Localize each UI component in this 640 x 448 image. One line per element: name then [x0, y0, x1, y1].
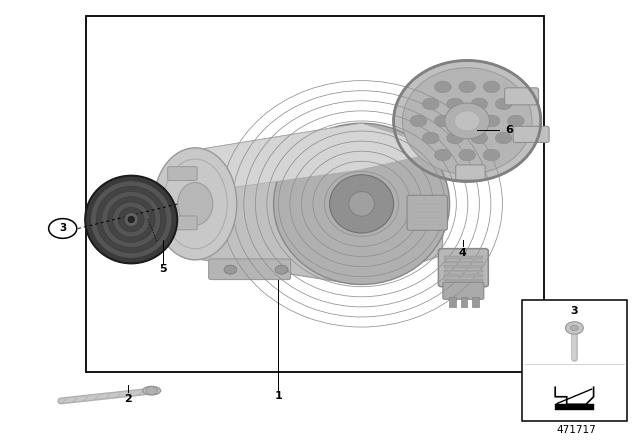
Ellipse shape — [118, 207, 144, 232]
Ellipse shape — [394, 60, 541, 181]
FancyBboxPatch shape — [456, 165, 485, 180]
Bar — [555, 405, 593, 410]
Circle shape — [435, 81, 451, 93]
Bar — [444, 265, 483, 268]
Circle shape — [495, 98, 512, 110]
Bar — [449, 297, 456, 307]
Circle shape — [435, 149, 451, 161]
Bar — [444, 261, 483, 263]
Text: 3: 3 — [59, 224, 67, 233]
Circle shape — [275, 265, 288, 274]
Circle shape — [422, 132, 439, 144]
Circle shape — [224, 265, 237, 274]
Ellipse shape — [108, 197, 155, 242]
Circle shape — [571, 325, 579, 331]
Bar — [444, 279, 483, 281]
FancyBboxPatch shape — [443, 282, 484, 299]
Circle shape — [471, 132, 488, 144]
Ellipse shape — [113, 202, 150, 237]
Circle shape — [483, 81, 500, 93]
Bar — [86, 16, 544, 372]
Circle shape — [435, 115, 451, 127]
FancyBboxPatch shape — [168, 216, 197, 230]
FancyBboxPatch shape — [513, 126, 549, 142]
Ellipse shape — [454, 111, 480, 131]
FancyBboxPatch shape — [168, 167, 197, 181]
Ellipse shape — [403, 68, 532, 174]
Ellipse shape — [91, 181, 172, 258]
Ellipse shape — [445, 103, 490, 139]
Circle shape — [483, 115, 500, 127]
Ellipse shape — [349, 191, 374, 216]
FancyBboxPatch shape — [209, 259, 291, 280]
Bar — [472, 297, 479, 307]
Circle shape — [410, 115, 427, 127]
FancyBboxPatch shape — [504, 88, 539, 105]
Ellipse shape — [330, 175, 394, 233]
Circle shape — [566, 322, 584, 334]
FancyBboxPatch shape — [407, 195, 447, 230]
Bar — [144, 190, 163, 218]
Bar — [444, 270, 483, 272]
Circle shape — [495, 132, 512, 144]
Bar — [444, 256, 483, 259]
Text: 471717: 471717 — [556, 425, 596, 435]
Ellipse shape — [143, 386, 161, 395]
Ellipse shape — [128, 216, 134, 223]
Text: 6: 6 — [505, 125, 513, 135]
Ellipse shape — [274, 123, 449, 284]
Circle shape — [49, 219, 77, 238]
Ellipse shape — [144, 188, 170, 220]
Text: 3: 3 — [571, 306, 578, 316]
Bar — [461, 297, 467, 307]
Ellipse shape — [102, 191, 161, 248]
Text: 1: 1 — [275, 392, 282, 401]
Text: 5: 5 — [159, 264, 167, 274]
Circle shape — [471, 98, 488, 110]
Bar — [522, 300, 627, 421]
Circle shape — [508, 115, 524, 127]
Ellipse shape — [154, 148, 237, 260]
Bar — [444, 274, 483, 277]
Polygon shape — [195, 123, 448, 193]
Text: 2: 2 — [124, 394, 132, 404]
Text: 4: 4 — [459, 248, 467, 258]
Circle shape — [146, 387, 157, 395]
Circle shape — [422, 98, 439, 110]
Circle shape — [483, 149, 500, 161]
Ellipse shape — [124, 212, 138, 227]
Circle shape — [459, 81, 476, 93]
Ellipse shape — [96, 186, 166, 253]
Circle shape — [459, 149, 476, 161]
Polygon shape — [189, 123, 448, 284]
Ellipse shape — [85, 176, 177, 263]
Ellipse shape — [178, 182, 212, 225]
FancyBboxPatch shape — [438, 249, 488, 287]
Circle shape — [447, 98, 463, 110]
Circle shape — [447, 132, 463, 144]
